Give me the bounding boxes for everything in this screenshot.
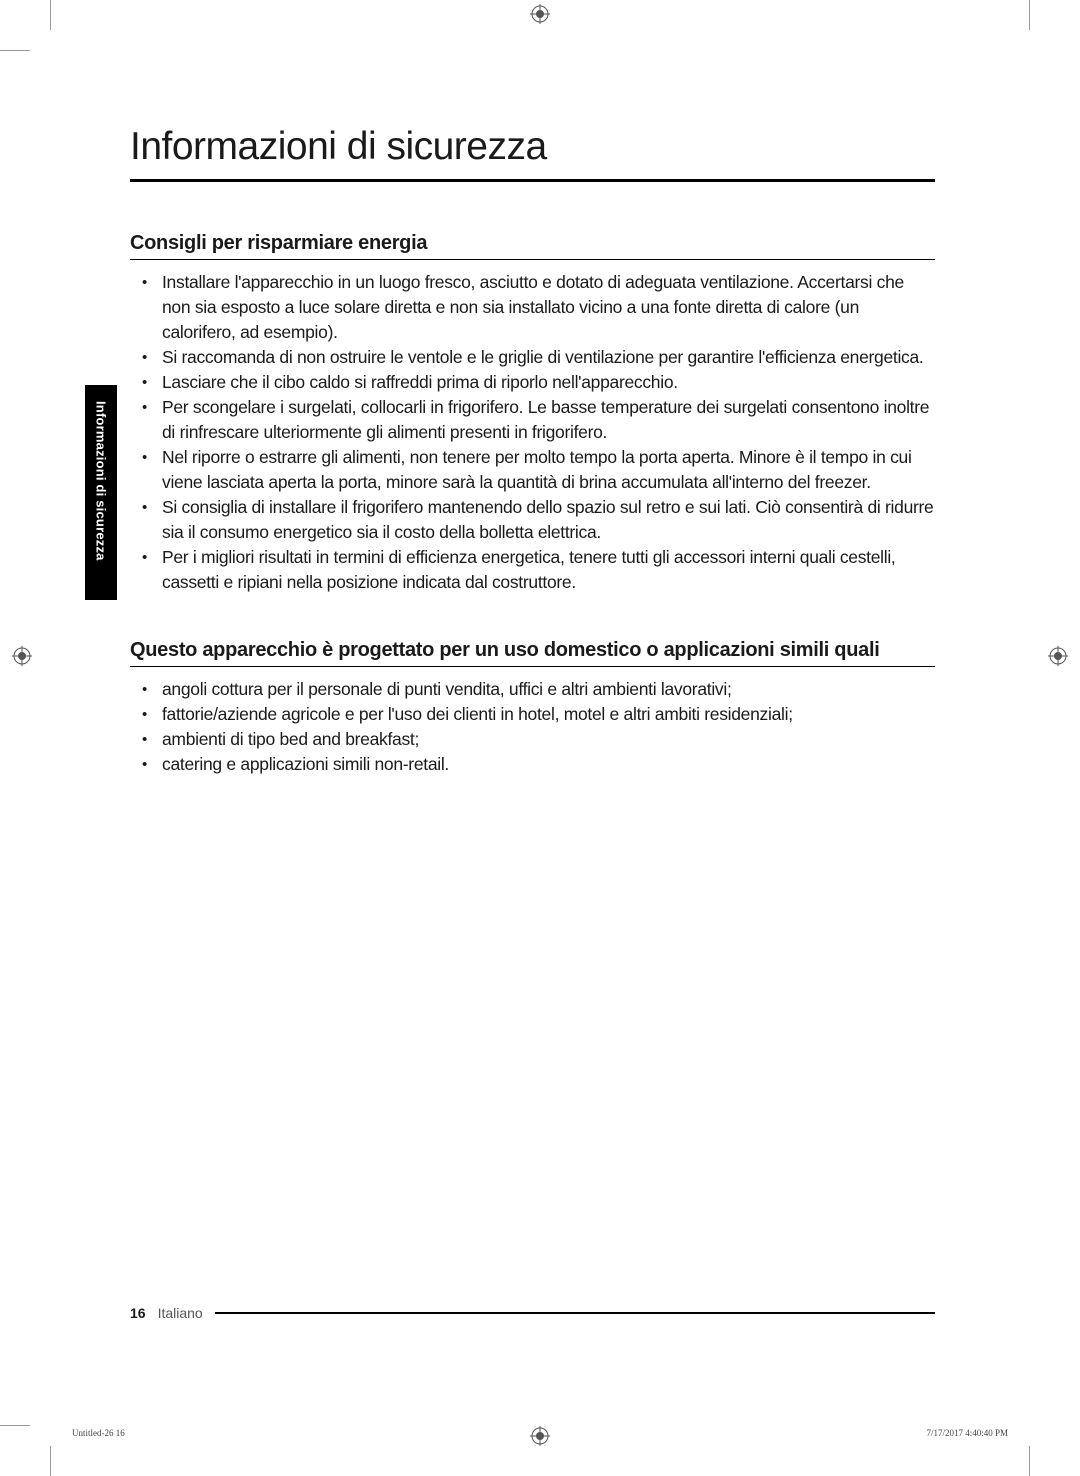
page-number: 16 bbox=[130, 1305, 146, 1321]
crop-mark bbox=[0, 1425, 30, 1426]
list-item: fattorie/aziende agricole e per l'uso de… bbox=[130, 702, 935, 727]
registration-mark-icon bbox=[1048, 646, 1068, 666]
list-item: angoli cottura per il personale di punti… bbox=[130, 677, 935, 702]
list-item: Nel riporre o estrarre gli alimenti, non… bbox=[130, 445, 935, 495]
registration-mark-icon bbox=[530, 1426, 550, 1446]
content-area: Informazioni di sicurezza Consigli per r… bbox=[130, 125, 935, 821]
list-item: ambienti di tipo bed and breakfast; bbox=[130, 727, 935, 752]
registration-mark-icon bbox=[12, 646, 32, 666]
side-tab: Informazioni di sicurezza bbox=[85, 385, 117, 600]
crop-mark bbox=[1029, 1446, 1030, 1476]
section-heading: Questo apparecchio è progettato per un u… bbox=[130, 639, 935, 667]
footer-rule bbox=[215, 1312, 935, 1314]
language-label: Italiano bbox=[158, 1305, 203, 1321]
bullet-list: angoli cottura per il personale di punti… bbox=[130, 677, 935, 777]
list-item: Si raccomanda di non ostruire le ventole… bbox=[130, 345, 935, 370]
page-title: Informazioni di sicurezza bbox=[130, 125, 935, 182]
section-heading: Consigli per risparmiare energia bbox=[130, 232, 935, 260]
page-footer: 16 Italiano bbox=[130, 1305, 935, 1321]
list-item: Per scongelare i surgelati, collocarli i… bbox=[130, 395, 935, 445]
list-item: Si consiglia di installare il frigorifer… bbox=[130, 495, 935, 545]
list-item: Lasciare che il cibo caldo si raffreddi … bbox=[130, 370, 935, 395]
crop-mark bbox=[50, 1446, 51, 1476]
print-slug-left: Untitled-26 16 bbox=[72, 1428, 125, 1438]
side-tab-label: Informazioni di sicurezza bbox=[94, 385, 109, 561]
page-frame: Informazioni di sicurezza Informazioni d… bbox=[50, 10, 1030, 1416]
crop-mark bbox=[0, 50, 30, 51]
list-item: Per i migliori risultati in termini di e… bbox=[130, 545, 935, 595]
print-slug-right: 7/17/2017 4:40:40 PM bbox=[926, 1428, 1008, 1438]
list-item: catering e applicazioni simili non-retai… bbox=[130, 752, 935, 777]
list-item: Installare l'apparecchio in un luogo fre… bbox=[130, 270, 935, 345]
bullet-list: Installare l'apparecchio in un luogo fre… bbox=[130, 270, 935, 595]
